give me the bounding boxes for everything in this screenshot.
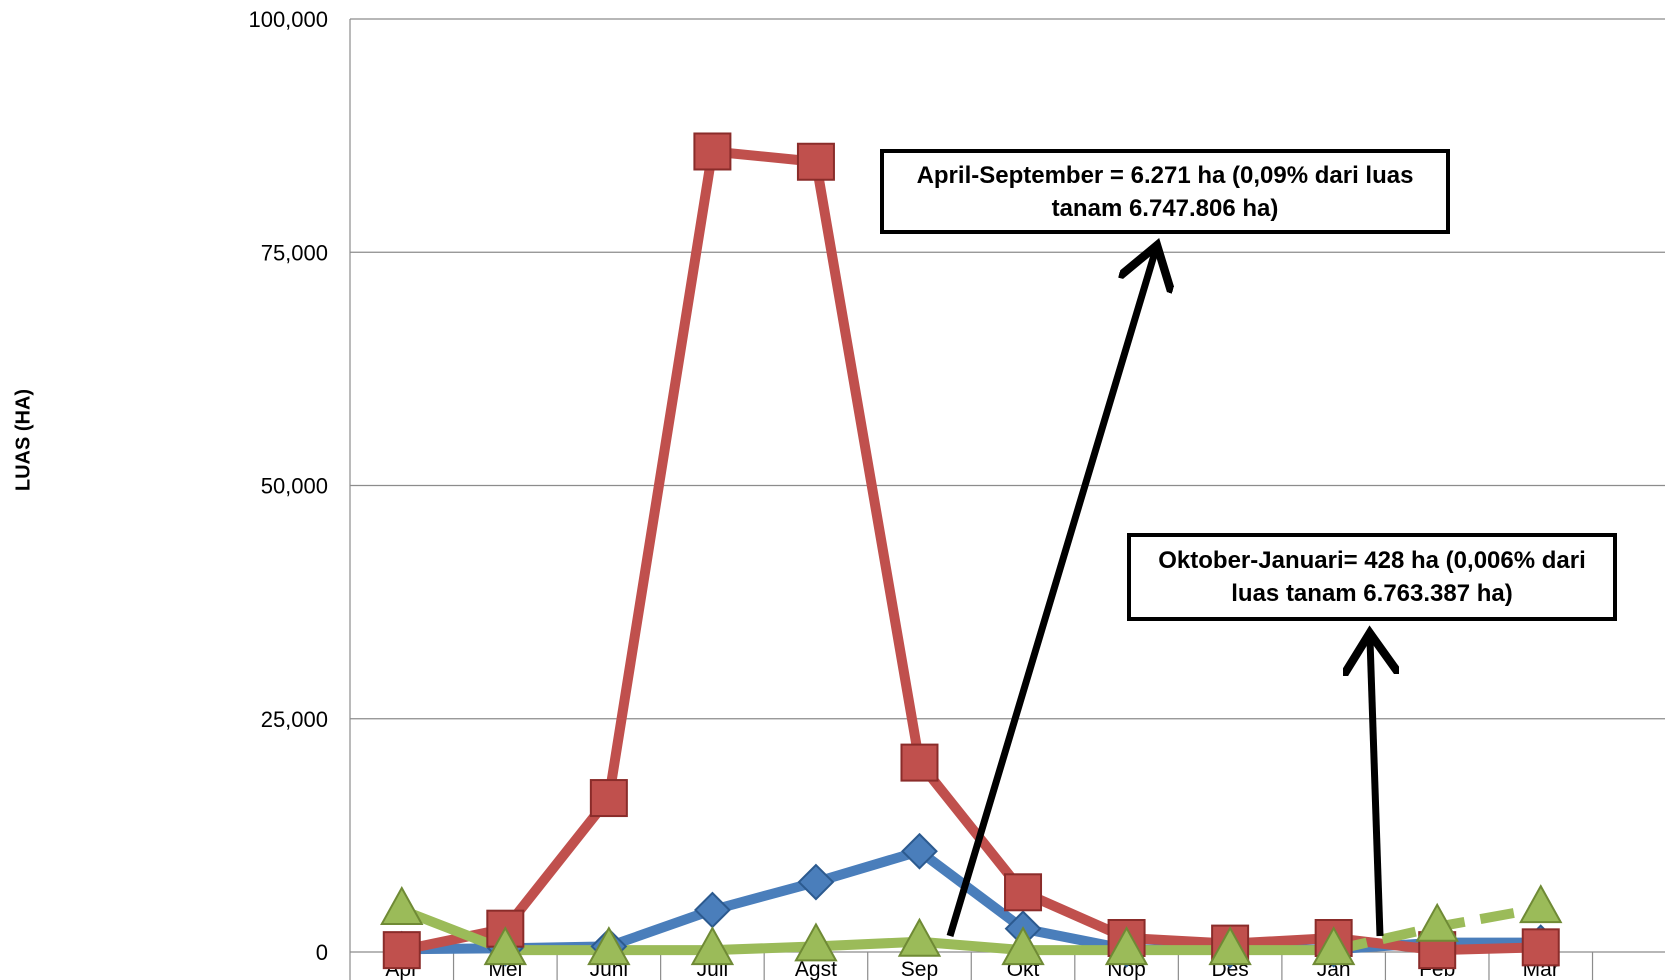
series-2-point: [1311, 926, 1356, 966]
annotation-april-september: April-September = 6.271 ha (0,09% dari l…: [880, 149, 1450, 234]
y-tick-label: 25,000: [261, 707, 328, 732]
series-1-point: [900, 743, 939, 782]
series-1-point: [693, 132, 732, 171]
series-2-point: [897, 917, 942, 957]
series-1-point: [796, 142, 835, 181]
annotation-arrow-1: [946, 252, 1155, 938]
series-2-point: [1415, 902, 1459, 942]
series-2-point: [483, 926, 528, 966]
series-1-point: [1521, 928, 1560, 967]
series-1-point: [1004, 873, 1043, 912]
series-2-point: [587, 926, 631, 966]
series-2-point: [690, 926, 735, 966]
series-2-point: [1208, 926, 1252, 966]
y-tick-label: 0: [316, 940, 328, 965]
series-2-line: [399, 905, 1334, 956]
series-2-point: [1104, 926, 1149, 966]
y-axis-label: LUAS (HA): [12, 388, 35, 492]
annotation-arrow-2: [1370, 640, 1380, 937]
series-0-point: [693, 891, 731, 929]
series-2-point: [794, 922, 838, 962]
series-1-point: [589, 779, 628, 818]
series-0-point: [901, 832, 938, 870]
y-tick-label: 50,000: [261, 474, 328, 499]
x-tick-label: Sep: [901, 958, 938, 980]
series-1-point: [382, 931, 421, 970]
y-tick-label: 100,000: [248, 7, 328, 32]
series-2-point: [380, 885, 424, 926]
annotation-oktober-januari: Oktober-Januari= 428 ha (0,006% dari lua…: [1127, 533, 1617, 621]
series-2-point: [1001, 926, 1045, 966]
series-0-point: [797, 863, 835, 901]
x-tick-label: Agst: [795, 958, 837, 980]
series-2-point: [1519, 884, 1563, 924]
y-tick-label: 75,000: [261, 240, 328, 265]
